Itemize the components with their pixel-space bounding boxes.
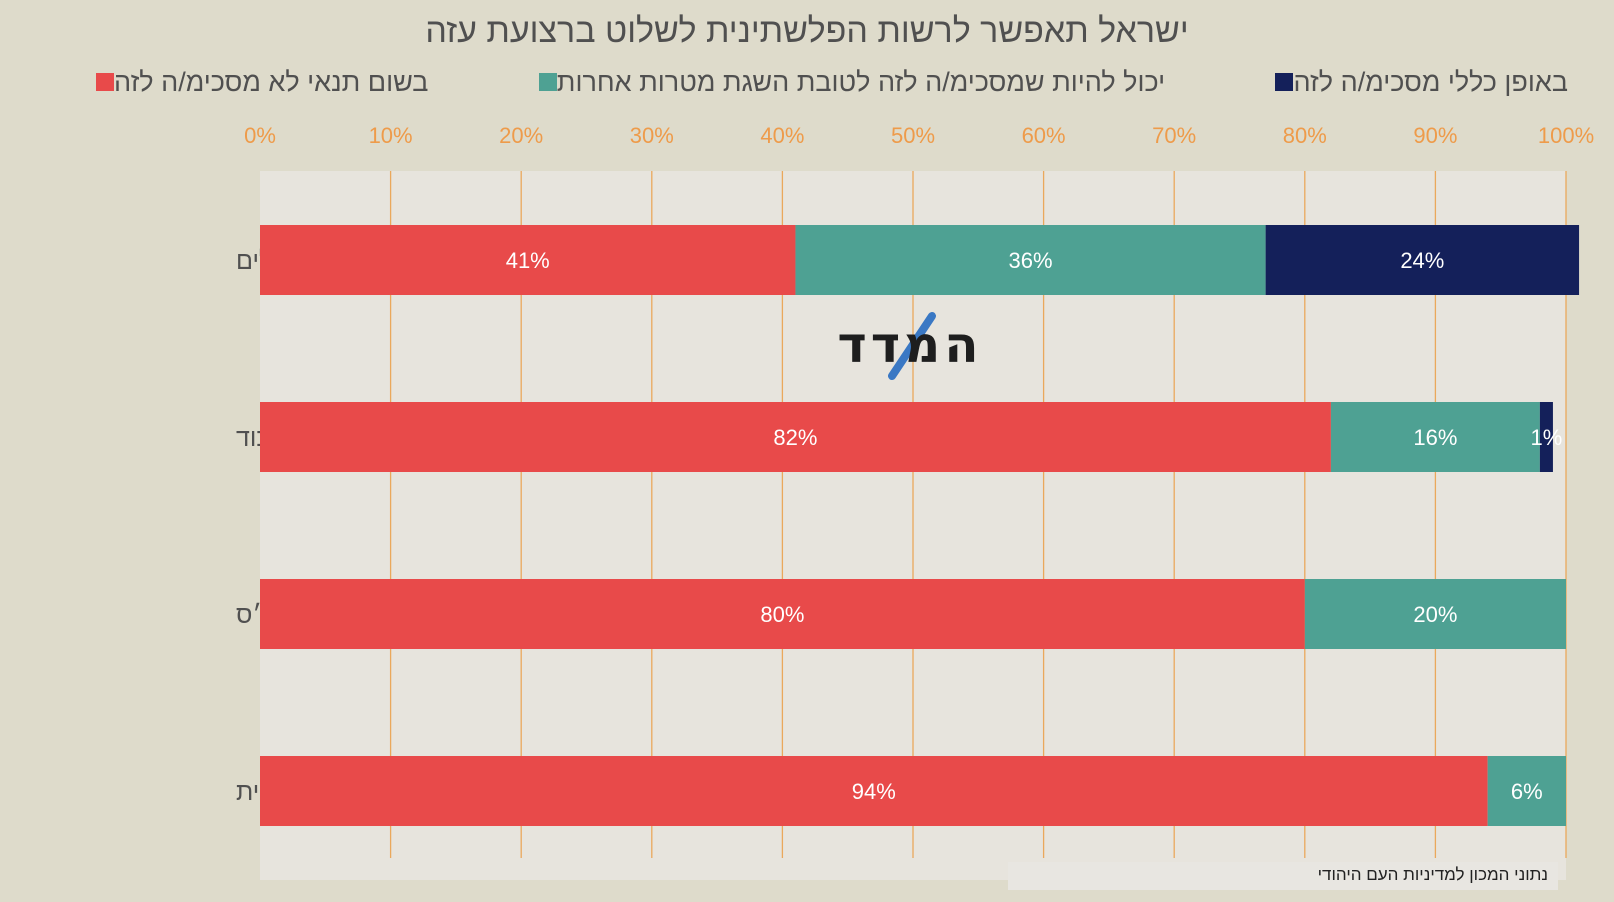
data-label: 36%	[1009, 248, 1053, 273]
watermark-logo: המדד	[830, 310, 990, 380]
data-label: 20%	[1413, 602, 1457, 627]
data-label: 16%	[1413, 425, 1457, 450]
data-label: 24%	[1400, 248, 1444, 273]
logo-stroke-icon	[888, 312, 936, 380]
bar-segment	[260, 756, 1488, 826]
x-tick-label: 0%	[244, 123, 276, 148]
x-tick-label: 90%	[1413, 123, 1457, 148]
bar-segment	[260, 402, 1331, 472]
bar-segment	[1539, 402, 1553, 472]
bar-segment	[260, 225, 796, 295]
legend-label-maybe: יכול להיות שמסכימ/ה לזה לטובת השגת מטרות…	[556, 66, 1166, 97]
bar-segment	[1487, 756, 1566, 826]
x-tick-label: 70%	[1152, 123, 1196, 148]
bar-segment	[795, 225, 1266, 295]
legend-item-never: בשום תנאי לא מסכימ/ה לזה	[88, 62, 428, 102]
legend-swatch-agree	[1275, 73, 1294, 91]
logo-text: המדד	[837, 316, 983, 374]
bar-segment	[1330, 402, 1540, 472]
x-tick-label: 10%	[369, 123, 413, 148]
x-tick-label: 30%	[630, 123, 674, 148]
bar-segment	[1265, 225, 1580, 295]
x-tick-label: 50%	[891, 123, 935, 148]
legend-label-agree: באופן כללי מסכימ/ה לזה	[1293, 66, 1568, 97]
x-tick-label: 20%	[499, 123, 543, 148]
data-label: 1%	[1531, 425, 1563, 450]
x-tick-label: 100%	[1538, 123, 1594, 148]
data-label: 82%	[773, 425, 817, 450]
legend: באופן כללי מסכימ/ה לזה יכול להיות שמסכימ…	[88, 62, 1568, 102]
legend-swatch-never	[96, 73, 114, 91]
bar-segment	[260, 579, 1305, 649]
x-tick-label: 60%	[1022, 123, 1066, 148]
legend-swatch-maybe	[538, 73, 557, 91]
data-label: 94%	[852, 779, 896, 804]
legend-item-agree: באופן כללי מסכימ/ה לזה	[1267, 62, 1568, 102]
data-label: 41%	[506, 248, 550, 273]
source-box: נתוני המכון למדיניות העם היהודי	[1008, 862, 1558, 890]
x-tick-label: 40%	[760, 123, 804, 148]
source-note: נתוני המכון למדיניות העם היהודי	[1317, 865, 1548, 884]
bar-segment	[1304, 579, 1566, 649]
data-label: 6%	[1511, 779, 1543, 804]
data-label: 80%	[760, 602, 804, 627]
legend-label-never: בשום תנאי לא מסכימ/ה לזה	[114, 66, 429, 97]
chart-title: ישראל תאפשר לרשות הפלשתינית לשלוט ברצועת…	[425, 12, 1189, 50]
x-tick-label: 80%	[1283, 123, 1327, 148]
legend-item-maybe: יכול להיות שמסכימ/ה לזה לטובת השגת מטרות…	[531, 62, 1165, 102]
